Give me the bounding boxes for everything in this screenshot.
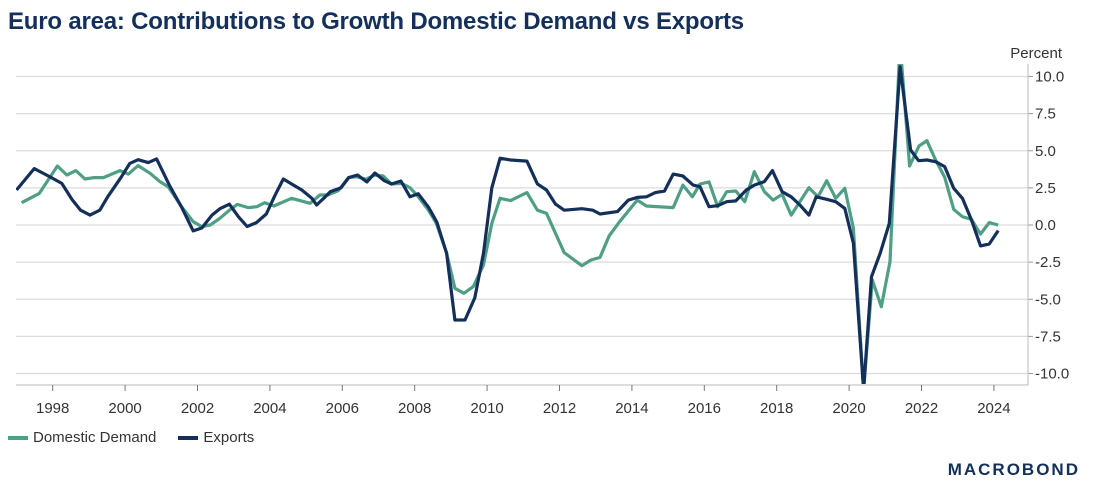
- axes: 10.0 7.5 5.0 2.5 0.0 -2.5 -5.0 -7.5 -10.0 1998 200…: [16, 64, 1069, 417]
- x-tick-label: 2010: [470, 400, 503, 417]
- x-tick-label: 2022: [905, 400, 938, 417]
- legend-item-domestic-demand: Domestic Demand: [8, 429, 156, 446]
- x-tick-label: 2020: [832, 400, 865, 417]
- y-tick-label: 7.5: [1035, 106, 1056, 123]
- macrobond-logo: MACROBOND: [947, 460, 1080, 479]
- legend-swatch-exports: [178, 435, 199, 440]
- x-tick-label: 2018: [760, 400, 793, 417]
- x-tick-label: 2012: [543, 400, 576, 417]
- series-line-exports: [16, 65, 1000, 384]
- x-tick-label: 2008: [398, 400, 431, 417]
- y-tick-label: -2.5: [1035, 254, 1061, 271]
- x-tick-label: 2006: [326, 400, 359, 417]
- y-axis-label: Percent: [1010, 45, 1063, 62]
- y-tick-label: -7.5: [1035, 328, 1061, 345]
- legend: Domestic Demand Exports: [8, 429, 254, 446]
- legend-item-exports: Exports: [178, 429, 254, 446]
- y-tick-label: 10.0: [1035, 69, 1064, 86]
- series-lines: [16, 64, 1000, 384]
- legend-label: Domestic Demand: [33, 429, 157, 446]
- y-tick-label: -10.0: [1035, 366, 1069, 383]
- x-tick-label: 2014: [615, 400, 648, 417]
- y-tick-label: 2.5: [1035, 180, 1056, 197]
- legend-label: Exports: [203, 429, 255, 446]
- x-tick-label: 2024: [977, 400, 1010, 417]
- x-tick-label: 2016: [688, 400, 721, 417]
- x-tick-label: 2004: [253, 400, 286, 417]
- y-tick-label: 5.0: [1035, 143, 1056, 160]
- x-tick-label: 1998: [36, 400, 69, 417]
- chart-title: Euro area: Contributions to Growth Domes…: [8, 8, 744, 35]
- x-tick-label: 2002: [181, 400, 214, 417]
- y-tick-label: -5.0: [1035, 291, 1061, 308]
- y-tick-label: 0.0: [1035, 217, 1056, 234]
- legend-swatch-domestic-demand: [8, 435, 28, 440]
- x-tick-label: 2000: [108, 400, 141, 417]
- gridlines: [16, 75, 1028, 375]
- series-line-domestic-demand: [20, 64, 999, 384]
